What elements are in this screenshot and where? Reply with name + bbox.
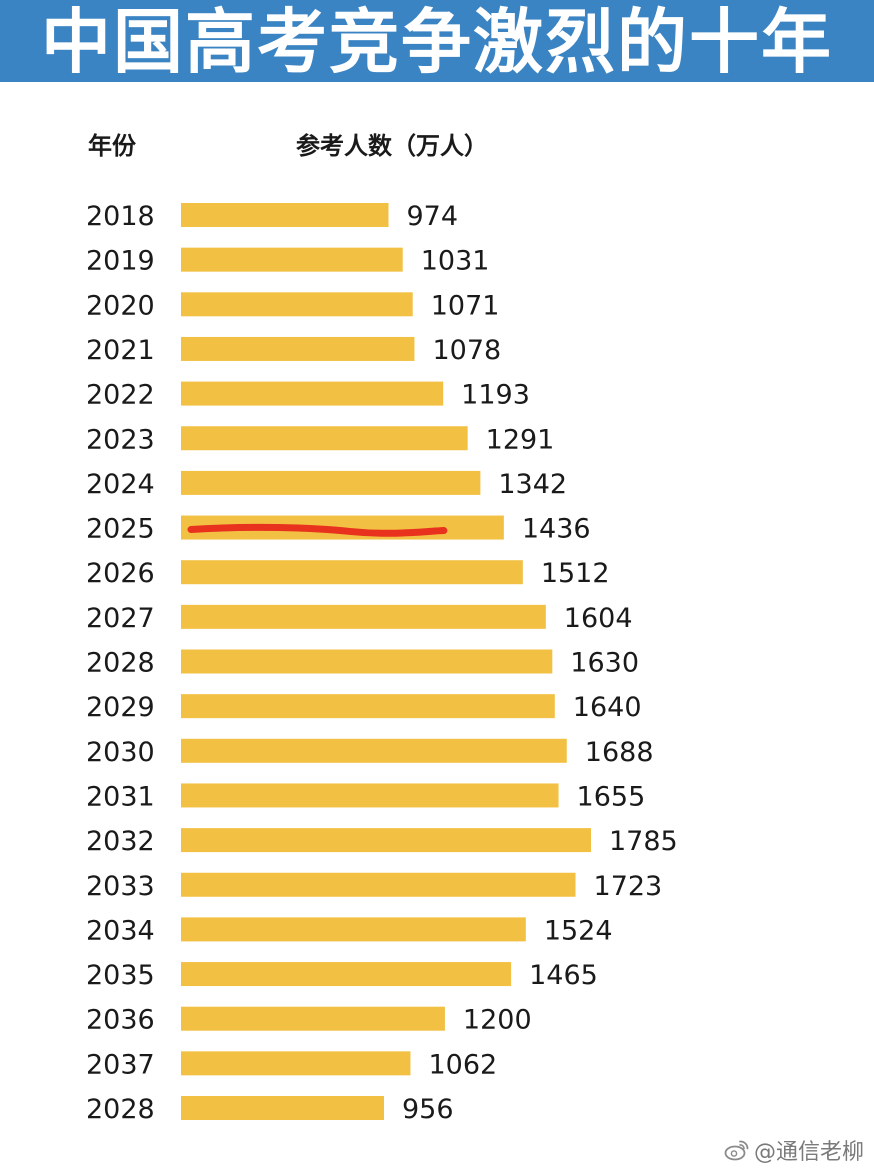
bar [181, 247, 403, 272]
value-label: 1512 [541, 558, 610, 589]
year-label: 2036 [86, 1005, 155, 1036]
watermark-text: @通信老柳 [753, 1140, 864, 1165]
bar [181, 872, 576, 897]
bar [181, 1051, 411, 1076]
year-label: 2034 [86, 915, 155, 946]
value-label: 956 [402, 1094, 454, 1125]
bar [181, 470, 481, 495]
title-banner: 中国高考竞争激烈的十年 [0, 0, 874, 82]
bar [181, 828, 592, 853]
bar [181, 783, 559, 808]
value-label: 1193 [461, 380, 530, 411]
bar [181, 1006, 445, 1031]
value-label: 1630 [570, 648, 639, 679]
value-label: 1078 [432, 335, 501, 366]
bar [181, 426, 468, 451]
year-label: 2024 [86, 469, 155, 500]
year-label: 2023 [86, 424, 155, 455]
value-label: 1031 [421, 246, 490, 277]
bar [181, 694, 555, 719]
value-label: 1465 [529, 960, 598, 991]
year-label: 2029 [86, 692, 155, 723]
value-label: 1688 [585, 737, 654, 768]
year-label: 2019 [86, 246, 155, 277]
year-label: 2030 [86, 737, 155, 768]
bar-rows: 2018 974 2019 1031 2020 1071 2021 1078 2022 1193 2… [86, 201, 678, 1125]
value-label: 1071 [431, 290, 500, 321]
year-label: 2033 [86, 871, 155, 902]
value-label: 1200 [463, 1005, 532, 1036]
year-label: 2022 [86, 380, 155, 411]
bar [181, 962, 512, 987]
year-label: 2020 [86, 290, 155, 321]
value-label: 1640 [573, 692, 642, 723]
bar [181, 604, 546, 629]
bar [181, 336, 415, 361]
bar [181, 1096, 385, 1120]
count-column-header: 参考人数（万人） [296, 132, 488, 160]
value-label: 1342 [498, 469, 567, 500]
bar [181, 203, 389, 227]
value-label: 1604 [564, 603, 633, 634]
year-label: 2028 [86, 648, 155, 679]
year-label: 2018 [86, 201, 155, 232]
page-title: 中国高考竞争激烈的十年 [41, 1, 833, 82]
weibo-icon [724, 1140, 749, 1161]
watermark: @通信老柳 [724, 1134, 864, 1166]
value-label: 1436 [522, 514, 591, 545]
year-label: 2031 [86, 781, 155, 812]
bar [181, 381, 444, 406]
year-label: 2026 [86, 558, 155, 589]
bar [181, 292, 413, 317]
value-label: 1785 [609, 826, 678, 857]
year-label: 2025 [86, 514, 155, 545]
year-label: 2037 [86, 1049, 155, 1080]
year-label: 2028 [86, 1094, 155, 1125]
value-label: 1655 [577, 781, 646, 812]
value-label: 1524 [544, 915, 613, 946]
year-column-header: 年份 [88, 132, 136, 160]
bar [181, 560, 523, 585]
bar [181, 917, 526, 942]
bar [181, 649, 553, 674]
year-label: 2027 [86, 603, 155, 634]
bar [181, 738, 567, 763]
value-label: 974 [407, 201, 459, 232]
highlight-mark [187, 523, 448, 537]
year-label: 2035 [86, 960, 155, 991]
value-label: 1291 [486, 424, 555, 455]
value-label: 1062 [428, 1049, 497, 1080]
value-label: 1723 [594, 871, 663, 902]
year-label: 2021 [86, 335, 155, 366]
year-label: 2032 [86, 826, 155, 857]
